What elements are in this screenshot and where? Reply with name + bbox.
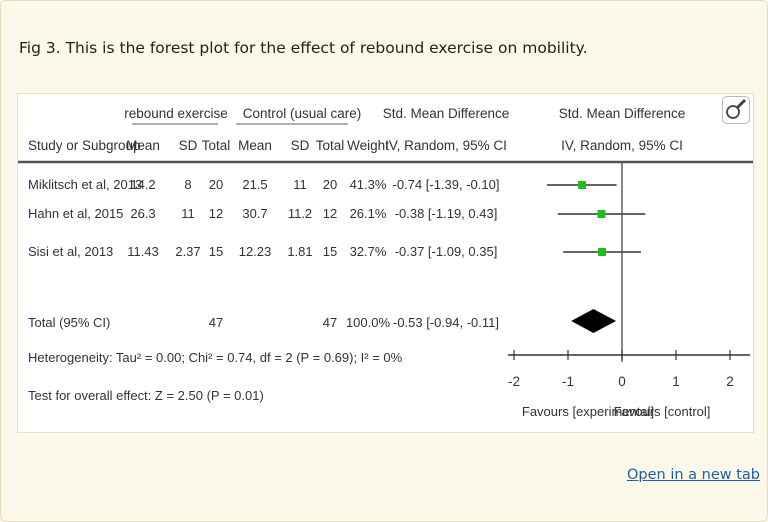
study-total-experimental: 20 — [209, 177, 223, 192]
study-mean-experimental: 26.3 — [130, 206, 155, 221]
open-in-new-tab-link[interactable]: Open in a new tab — [627, 467, 761, 483]
study-weight: 26.1% — [350, 206, 387, 221]
study-name: Miklitsch et al, 2013 — [28, 177, 142, 192]
study-mean-experimental: 14.2 — [130, 177, 155, 192]
study-point-marker — [578, 181, 587, 189]
total-ci: -0.53 [-0.94, -0.11] — [393, 315, 499, 330]
x-tick-label: -2 — [508, 374, 520, 389]
study-ci: -0.37 [-1.09, 0.35] — [395, 244, 498, 259]
column-header-study: Study or Subgroup — [28, 138, 141, 153]
study-name: Hahn et al, 2015 — [28, 206, 123, 221]
column-header-weight: Weight — [347, 138, 389, 153]
overall-effect-text: Test for overall effect: Z = 2.50 (P = 0… — [28, 388, 264, 403]
column-header-plot-ci: IV, Random, 95% CI — [561, 138, 683, 153]
study-weight: 41.3% — [350, 177, 387, 192]
total-experimental: 47 — [209, 315, 223, 330]
study-sd-experimental: 11 — [181, 206, 195, 221]
group-header-plot: Std. Mean Difference — [559, 106, 686, 121]
x-tick-label: 0 — [618, 374, 626, 389]
favours-control-label: Favours [control] — [614, 404, 711, 419]
column-header-total-e: Total — [202, 138, 231, 153]
x-tick-label: 1 — [672, 374, 680, 389]
study-sd-control: 11 — [293, 177, 307, 192]
forest-plot-figure[interactable]: rebound exercise Control (usual care) Std.… — [17, 93, 754, 433]
column-header-mean-c: Mean — [238, 138, 272, 153]
study-mean-control: 30.7 — [242, 206, 267, 221]
total-label: Total (95% CI) — [28, 315, 110, 330]
column-header-ci: IV, Random, 95% CI — [385, 138, 507, 153]
study-total-experimental: 15 — [209, 244, 223, 259]
study-point-marker — [597, 210, 606, 218]
heterogeneity-text: Heterogeneity: Tau² = 0.00; Chi² = 0.74,… — [28, 350, 403, 365]
column-header-sd-c: SD — [291, 138, 310, 153]
study-total-experimental: 12 — [209, 206, 223, 221]
study-mean-control: 12.23 — [239, 244, 272, 259]
magnifier-icon — [726, 98, 747, 119]
favours-experimental-label: Favours [experimental] — [522, 404, 654, 419]
x-tick-label: 2 — [726, 374, 734, 389]
study-ci: -0.74 [-1.39, -0.10] — [393, 177, 500, 192]
x-tick-label: -1 — [562, 374, 574, 389]
figure-caption: Fig 3. This is the forest plot for the e… — [19, 39, 588, 57]
study-sd-experimental: 8 — [184, 177, 191, 192]
group-header-control: Control (usual care) — [243, 106, 362, 121]
column-header-total-c: Total — [316, 138, 345, 153]
group-header-effect: Std. Mean Difference — [383, 106, 510, 121]
study-sd-control: 11.2 — [288, 206, 312, 221]
forest-plot: rebound exercise Control (usual care) Std.… — [18, 106, 753, 419]
study-name: Sisi et al, 2013 — [28, 244, 113, 259]
total-control: 47 — [323, 315, 337, 330]
group-header-experimental: rebound exercise — [124, 106, 228, 121]
study-point-marker — [598, 248, 607, 256]
study-total-control: 20 — [323, 177, 337, 192]
study-mean-experimental: 11.43 — [127, 244, 159, 259]
study-mean-control: 21.5 — [242, 177, 267, 192]
total-weight: 100.0% — [346, 315, 391, 330]
column-header-sd-e: SD — [179, 138, 198, 153]
study-sd-control: 1.81 — [287, 244, 312, 259]
pooled-effect-diamond — [571, 309, 617, 333]
study-sd-experimental: 2.37 — [175, 244, 200, 259]
study-total-control: 15 — [323, 244, 337, 259]
study-total-control: 12 — [323, 206, 337, 221]
study-ci: -0.38 [-1.19, 0.43] — [395, 206, 498, 221]
zoom-button[interactable] — [722, 96, 750, 124]
study-weight: 32.7% — [350, 244, 387, 259]
column-header-mean-e: Mean — [126, 138, 160, 153]
